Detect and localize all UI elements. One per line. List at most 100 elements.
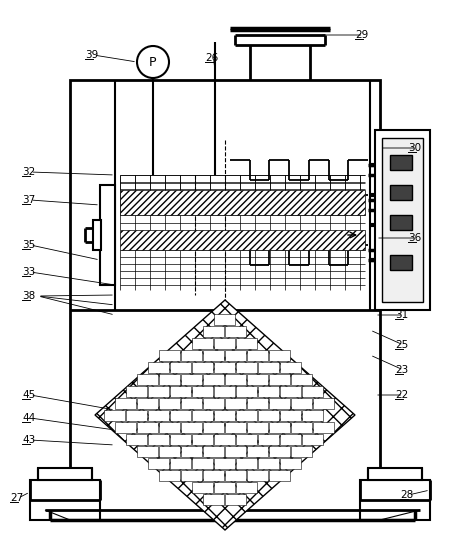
- Text: 23: 23: [395, 365, 408, 375]
- Bar: [269, 374, 290, 385]
- Bar: [280, 410, 301, 421]
- Bar: [214, 386, 235, 397]
- Bar: [192, 482, 213, 493]
- Bar: [192, 458, 213, 469]
- Text: 25: 25: [395, 340, 408, 350]
- Bar: [192, 338, 213, 349]
- Bar: [258, 410, 279, 421]
- Bar: [192, 410, 213, 421]
- Bar: [126, 434, 147, 445]
- Bar: [38, 468, 92, 480]
- Bar: [258, 434, 279, 445]
- Bar: [313, 422, 334, 433]
- Bar: [236, 362, 257, 373]
- Bar: [225, 470, 246, 481]
- Bar: [236, 434, 257, 445]
- Bar: [126, 410, 147, 421]
- Bar: [203, 374, 224, 385]
- Bar: [247, 374, 268, 385]
- Bar: [225, 326, 246, 337]
- Text: 26: 26: [205, 53, 218, 63]
- Bar: [120, 230, 365, 250]
- Bar: [137, 422, 158, 433]
- Bar: [247, 422, 268, 433]
- Bar: [148, 434, 169, 445]
- Bar: [148, 362, 169, 373]
- Bar: [247, 446, 268, 457]
- Bar: [214, 410, 235, 421]
- Bar: [280, 434, 301, 445]
- Bar: [104, 410, 125, 421]
- Bar: [236, 338, 257, 349]
- Text: 39: 39: [85, 50, 98, 60]
- Bar: [302, 410, 323, 421]
- Bar: [225, 446, 246, 457]
- Bar: [368, 468, 422, 480]
- Bar: [291, 374, 312, 385]
- Text: P: P: [149, 55, 157, 69]
- Bar: [148, 386, 169, 397]
- Bar: [148, 458, 169, 469]
- Bar: [258, 458, 279, 469]
- Bar: [192, 362, 213, 373]
- Text: 36: 36: [408, 233, 421, 243]
- Bar: [269, 398, 290, 409]
- Bar: [203, 470, 224, 481]
- Bar: [236, 410, 257, 421]
- Bar: [313, 398, 334, 409]
- Bar: [225, 494, 246, 505]
- Text: 33: 33: [22, 267, 35, 277]
- Bar: [30, 480, 100, 520]
- Bar: [203, 422, 224, 433]
- Bar: [181, 350, 202, 361]
- Bar: [181, 470, 202, 481]
- Bar: [291, 398, 312, 409]
- Bar: [159, 350, 180, 361]
- Text: 30: 30: [408, 143, 421, 153]
- Bar: [126, 386, 147, 397]
- Bar: [269, 350, 290, 361]
- Bar: [181, 446, 202, 457]
- Text: 43: 43: [22, 435, 35, 445]
- Bar: [214, 482, 235, 493]
- Bar: [148, 410, 169, 421]
- Text: 44: 44: [22, 413, 35, 423]
- Bar: [170, 410, 191, 421]
- Bar: [302, 434, 323, 445]
- Bar: [258, 386, 279, 397]
- Text: 35: 35: [22, 240, 35, 250]
- Bar: [170, 458, 191, 469]
- Bar: [203, 494, 224, 505]
- Bar: [93, 220, 101, 250]
- Text: 45: 45: [22, 390, 35, 400]
- Text: 38: 38: [22, 291, 35, 301]
- Bar: [170, 386, 191, 397]
- Bar: [214, 362, 235, 373]
- Bar: [181, 374, 202, 385]
- Bar: [159, 422, 180, 433]
- Bar: [236, 458, 257, 469]
- Bar: [192, 434, 213, 445]
- Bar: [247, 398, 268, 409]
- Bar: [236, 386, 257, 397]
- Text: 27: 27: [10, 493, 23, 503]
- Bar: [225, 350, 246, 361]
- Bar: [214, 338, 235, 349]
- Bar: [170, 362, 191, 373]
- Bar: [159, 398, 180, 409]
- Bar: [137, 374, 158, 385]
- Bar: [203, 446, 224, 457]
- Bar: [115, 398, 136, 409]
- Text: 32: 32: [22, 167, 35, 177]
- Bar: [269, 446, 290, 457]
- Bar: [375, 130, 430, 310]
- Bar: [225, 398, 246, 409]
- Bar: [203, 398, 224, 409]
- Bar: [181, 398, 202, 409]
- Polygon shape: [95, 300, 355, 530]
- Bar: [70, 80, 380, 520]
- Bar: [390, 185, 412, 200]
- Bar: [280, 386, 301, 397]
- Text: 37: 37: [22, 195, 35, 205]
- Bar: [269, 470, 290, 481]
